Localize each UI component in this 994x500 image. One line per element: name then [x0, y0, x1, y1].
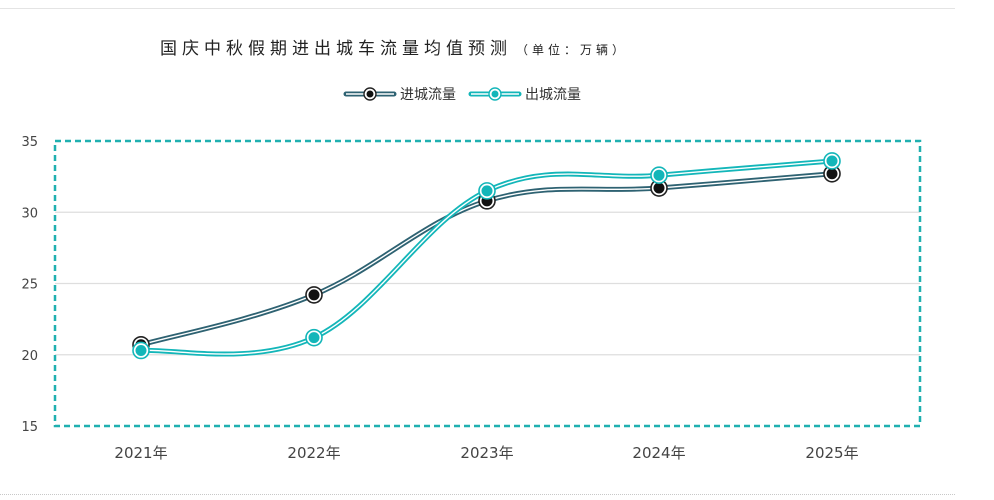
bottom-divider — [0, 494, 955, 495]
legend-label: 出城流量 — [525, 87, 581, 103]
data-point — [308, 332, 320, 344]
data-point — [826, 155, 838, 167]
data-point — [653, 182, 665, 194]
x-tick-label: 2024年 — [632, 444, 685, 462]
x-tick-label: 2022年 — [287, 444, 340, 462]
chart-title-text: 国庆中秋假期进出城车流量均值预测 — [160, 39, 512, 59]
data-point — [826, 168, 838, 180]
y-tick-label: 15 — [21, 420, 38, 435]
plot-frame — [53, 139, 922, 428]
x-tick-label: 2023年 — [460, 444, 513, 462]
top-divider — [0, 8, 955, 9]
legend-label: 进城流量 — [400, 87, 456, 103]
chart-unit-note: （单位：万辆） — [516, 43, 629, 57]
data-point — [653, 169, 665, 181]
x-tick-label: 2025年 — [805, 444, 858, 462]
data-point — [135, 344, 147, 356]
y-tick-label: 30 — [21, 206, 38, 221]
y-tick-label: 25 — [21, 278, 38, 293]
y-tick-label: 35 — [21, 135, 38, 150]
chart-title: 国庆中秋假期进出城车流量均值预测 （单位：万辆） — [160, 34, 628, 59]
legend-item: 进城流量 — [343, 87, 456, 103]
legend-marker — [366, 90, 374, 98]
data-point — [481, 185, 493, 197]
legend-item: 出城流量 — [468, 87, 581, 103]
data-point — [308, 289, 320, 301]
legend-marker — [491, 90, 499, 98]
y-tick-label: 20 — [21, 349, 38, 364]
x-tick-label: 2021年 — [114, 444, 167, 462]
